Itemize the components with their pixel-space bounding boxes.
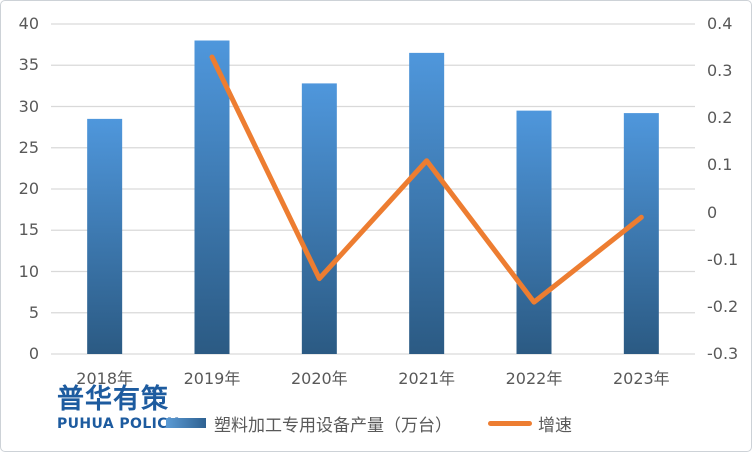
right-axis-tick--0.1: -0.1 [707, 249, 739, 269]
legend-item-growth: 增速 [488, 411, 572, 436]
right-axis-tick--0.2: -0.2 [707, 296, 739, 316]
puhua-policy-logo: 普华有策 PUHUA POLICY [57, 386, 179, 431]
x-axis-label-2022年: 2022年 [505, 369, 563, 388]
left-axis-tick-30: 30 [18, 96, 39, 116]
right-axis-tick-0.1: 0.1 [707, 155, 733, 175]
bar-2021年 [409, 52, 445, 354]
left-axis-tick-40: 40 [18, 14, 39, 33]
left-axis-tick-10: 10 [18, 261, 39, 281]
right-axis-tick-0.4: 0.4 [707, 14, 733, 33]
bar-2022年 [516, 110, 552, 354]
legend: 塑料加工专用设备产量（万台） 增速 [166, 411, 572, 436]
right-axis-tick-0.3: 0.3 [707, 61, 733, 81]
x-axis-label-2020年: 2020年 [290, 369, 348, 388]
x-axis-label-2019年: 2019年 [183, 369, 241, 388]
legend-label-production: 塑料加工专用设备产量（万台） [214, 415, 452, 436]
bar-series-swatch-icon [166, 418, 206, 428]
growth-line [209, 54, 644, 305]
bar-2019年 [194, 40, 230, 354]
bar-2018年 [87, 118, 123, 354]
logo-chinese-text: 普华有策 [57, 384, 169, 415]
legend-item-production: 塑料加工专用设备产量（万台） [166, 411, 452, 436]
right-axis-tick-0: 0 [707, 202, 718, 222]
x-axis-label-2021年: 2021年 [398, 369, 456, 388]
legend-label-growth: 增速 [538, 415, 572, 436]
bar-2023年 [623, 113, 659, 354]
left-axis-tick-35: 35 [18, 55, 39, 75]
x-axis-label-2023年: 2023年 [612, 369, 670, 388]
right-axis-tick-0.2: 0.2 [707, 108, 733, 128]
x-axis-label-2018年: 2018年 [76, 369, 134, 388]
left-axis-tick-15: 15 [18, 220, 39, 240]
left-axis-tick-20: 20 [18, 179, 39, 198]
line-series-swatch-icon [488, 420, 532, 426]
logo-english-text: PUHUA POLICY [57, 416, 179, 432]
bar-2020年 [301, 83, 337, 355]
left-axis-tick-5: 5 [28, 302, 39, 322]
right-axis-tick--0.3: -0.3 [707, 344, 739, 363]
left-axis-tick-0: 0 [28, 344, 39, 363]
left-axis-tick-25: 25 [18, 137, 39, 157]
